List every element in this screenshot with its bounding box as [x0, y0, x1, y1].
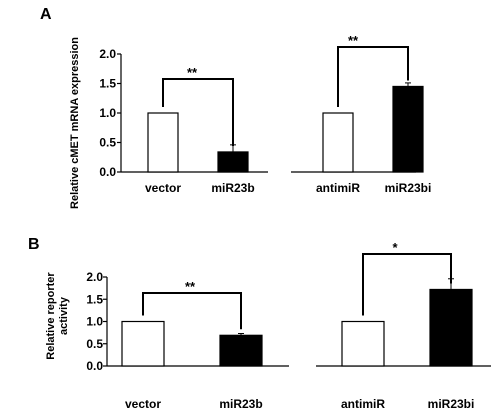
panel-b-category-label: miR23bi	[428, 397, 475, 411]
panel-b-bar-mir23bi	[429, 288, 473, 367]
panel-a-y-tick-label: 1.0	[99, 106, 116, 120]
panel-b-y-tick-label: 1.0	[86, 315, 103, 329]
panel-a-bar-vector	[147, 112, 179, 173]
panel-b-bar-vector	[121, 320, 165, 367]
panel-b-y-tick-label: 2.0	[86, 270, 103, 284]
panel-a-significance-bracket	[162, 78, 234, 146]
panel-a-y-tick-label: 0.5	[99, 136, 116, 150]
panel-a-category-label: miR23bi	[385, 181, 432, 195]
panel-b-category-label: antimiR	[341, 397, 385, 411]
panel-b-significance-bracket	[142, 292, 242, 330]
panel-a-significance-marker: **	[187, 65, 198, 80]
panel-b-bar-mir23b	[219, 334, 263, 367]
panel-a-category-label: antimiR	[316, 181, 360, 195]
panel-a-bar-mir23bi	[392, 85, 424, 173]
panel-b-y-tick-label: 0.5	[86, 337, 103, 351]
panel-b-y-tick-label: 0.0	[86, 359, 103, 373]
panel-a-label: A	[40, 6, 52, 23]
panel-a-y-axis-title: Relative cMET mRNA expression	[69, 37, 81, 209]
panel-b-category-label: vector	[125, 397, 161, 411]
panel-b-significance-bracket	[362, 253, 452, 316]
panel-a-significance-marker: **	[348, 33, 359, 48]
panel-a-category-label: vector	[145, 181, 181, 195]
panel-b-bar-antimir	[341, 320, 385, 367]
panel-b-y-tick-label: 1.5	[86, 292, 103, 306]
panel-a-y-tick-label: 2.0	[99, 47, 116, 61]
panel-a-bar-mir23b	[217, 151, 249, 173]
panel-a-y-tick-label: 1.5	[99, 77, 116, 91]
panel-b-significance-marker: *	[392, 240, 398, 255]
panel-a-bar-antimir	[322, 112, 354, 173]
panel-a-category-label: miR23b	[211, 181, 254, 195]
panel-b-category-label: miR23b	[219, 397, 262, 411]
panel-b-significance-marker: **	[185, 279, 196, 294]
panel-b-label: B	[28, 236, 40, 253]
panel-a-y-tick-label: 0.0	[99, 165, 116, 179]
panel-a-significance-bracket	[337, 46, 409, 107]
panel-b-y-axis-title: Relative reporteractivity	[45, 272, 70, 360]
